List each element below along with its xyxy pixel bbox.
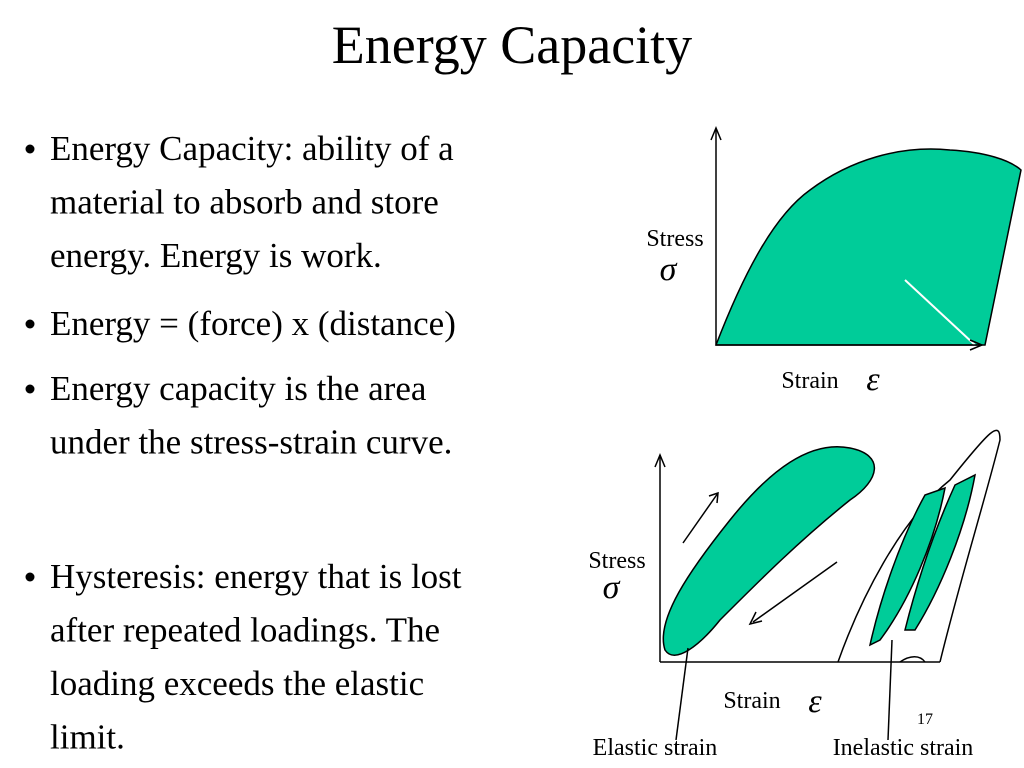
bullet-dot bbox=[25, 144, 35, 154]
axis-label: Strain bbox=[723, 688, 780, 714]
bullet-text: under the stress-strain curve. bbox=[50, 423, 452, 462]
axis-label: Stress bbox=[646, 226, 703, 252]
bullet-text: Energy = (force) x (distance) bbox=[50, 304, 456, 343]
bullet-text: limit. bbox=[50, 718, 125, 757]
bullet-text: Energy Capacity: ability of a bbox=[50, 129, 454, 168]
bullet-dot bbox=[25, 384, 35, 394]
bullet-dot bbox=[25, 319, 35, 329]
page-number: 17 bbox=[917, 711, 933, 728]
bullet-text: energy. Energy is work. bbox=[50, 236, 382, 275]
annotation: Inelastic strain bbox=[833, 735, 974, 761]
axis-label: Strain bbox=[781, 368, 838, 394]
bullet-text: Energy capacity is the area bbox=[50, 369, 427, 408]
axis-symbol: σ bbox=[660, 251, 678, 288]
bullet-text: loading exceeds the elastic bbox=[50, 664, 424, 703]
bullet-text: after repeated loadings. The bbox=[50, 611, 440, 650]
bullet-text: material to absorb and store bbox=[50, 183, 439, 222]
axis-symbol: ε bbox=[866, 361, 880, 398]
bullet-dot bbox=[25, 572, 35, 582]
stress-strain-diagram bbox=[710, 126, 1022, 351]
axis-symbol: σ bbox=[603, 569, 621, 606]
slide-title: Energy Capacity bbox=[332, 15, 692, 75]
bullet-list: Energy Capacity: ability of a material to… bbox=[25, 129, 462, 757]
axis-label: Stress bbox=[588, 548, 645, 574]
axis-symbol: ε bbox=[808, 683, 822, 720]
annotation: Elastic strain bbox=[593, 735, 718, 761]
bullet-text: Hysteresis: energy that is lost bbox=[50, 557, 462, 596]
hysteresis-diagram bbox=[654, 429, 1001, 741]
